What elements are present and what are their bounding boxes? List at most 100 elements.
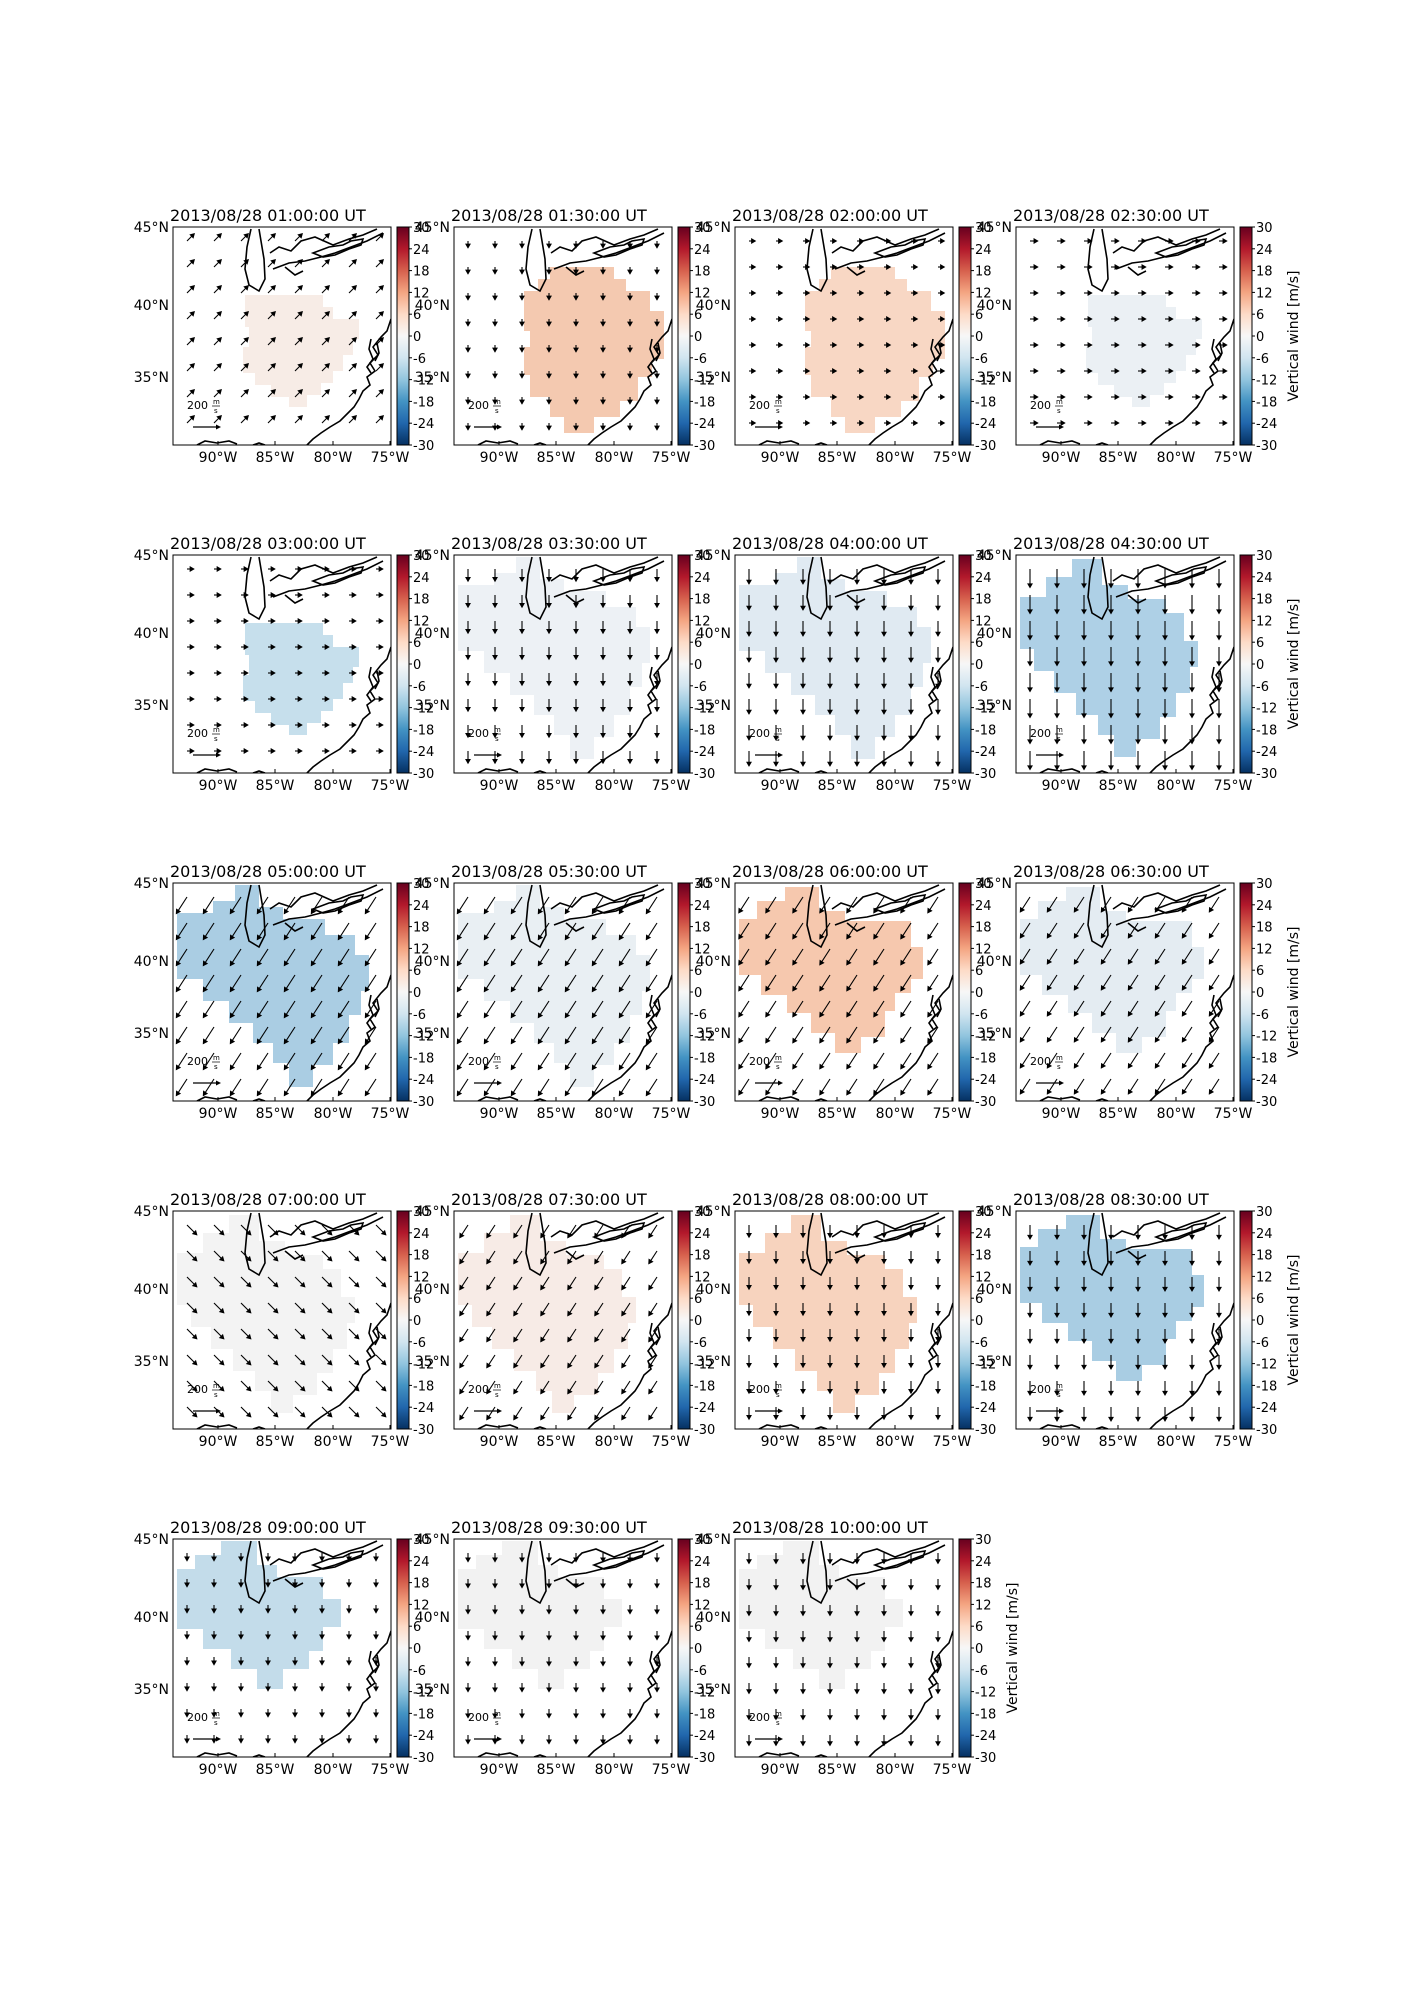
svg-text:m: m xyxy=(213,398,220,406)
longitude-tick-label: 90°W xyxy=(480,1434,519,1450)
panel-title: 2013/08/28 10:00:00 UT xyxy=(732,1518,928,1537)
coastline xyxy=(477,884,672,1101)
colorbar-tick-label: -24 xyxy=(975,1401,996,1416)
colorbar-tick-label: 0 xyxy=(975,658,983,673)
map-frame xyxy=(734,1210,954,1430)
longitude-tick-label: 85°W xyxy=(256,1106,295,1122)
vertical-wind-field xyxy=(458,1215,636,1413)
colorbar-tick-label: -30 xyxy=(1256,1095,1277,1110)
longitude-tick-label: 90°W xyxy=(761,1762,800,1778)
latitude-tick-label: 40°N xyxy=(415,298,450,314)
map-panel: 200 ms xyxy=(458,1540,672,1757)
colorbar-tick-label: -18 xyxy=(694,1707,715,1722)
longitude-tick-label: 75°W xyxy=(371,450,410,466)
colorbar xyxy=(1239,882,1253,1102)
longitude-tick-label: 80°W xyxy=(876,1106,915,1122)
longitude-tick-label: 85°W xyxy=(818,1106,857,1122)
colorbar-tick-label: -30 xyxy=(1256,767,1277,782)
longitude-tick-label: 90°W xyxy=(480,778,519,794)
latitude-tick-label: 40°N xyxy=(977,298,1012,314)
colorbar-tick-label: -6 xyxy=(694,680,707,695)
colorbar-tick-label: 30 xyxy=(694,549,711,564)
longitude-tick-label: 75°W xyxy=(652,778,691,794)
vertical-wind-field xyxy=(243,623,359,735)
svg-text:s: s xyxy=(776,1391,780,1399)
colorbar-tick-label: 0 xyxy=(975,1314,983,1329)
colorbar xyxy=(677,226,691,446)
colorbar-tick-label: -24 xyxy=(1256,745,1277,760)
panel-title: 2013/08/28 01:30:00 UT xyxy=(451,206,647,225)
svg-text:m: m xyxy=(775,726,782,734)
colorbar-tick-label: 30 xyxy=(975,549,992,564)
svg-text:s: s xyxy=(214,1719,218,1727)
svg-text:m: m xyxy=(494,398,501,406)
colorbar-label: Vertical wind [m/s] xyxy=(1005,1583,1021,1714)
map-panel: 200 ms xyxy=(739,1540,953,1757)
colorbar-tick-label: 18 xyxy=(694,265,711,280)
colorbar-tick-label: 12 xyxy=(975,942,992,957)
colorbar-tick-label: 12 xyxy=(1256,1270,1273,1285)
map-frame xyxy=(734,226,954,446)
colorbar-tick-label: -6 xyxy=(413,680,426,695)
longitude-tick-label: 75°W xyxy=(371,1762,410,1778)
colorbar-tick-label: 24 xyxy=(1256,1227,1273,1242)
colorbar-tick-label: -6 xyxy=(975,1336,988,1351)
coastline xyxy=(758,1212,953,1429)
colorbar-tick-label: -6 xyxy=(1256,680,1269,695)
map-frame xyxy=(172,1210,392,1430)
colorbar-tick-label: 12 xyxy=(694,286,711,301)
latitude-tick-label: 35°N xyxy=(134,698,169,714)
latitude-tick-label: 40°N xyxy=(415,626,450,642)
latitude-tick-label: 45°N xyxy=(415,1532,450,1548)
wind-vectors xyxy=(465,569,660,765)
colorbar-tick-label: -6 xyxy=(413,1008,426,1023)
colorbar-tick-label: -6 xyxy=(1256,1336,1269,1351)
coastline xyxy=(1039,556,1234,773)
colorbar-tick-label: 6 xyxy=(1256,964,1264,979)
map-panel: 200 ms xyxy=(458,556,672,773)
longitude-tick-label: 80°W xyxy=(1157,1106,1196,1122)
colorbar-tick-label: 12 xyxy=(975,1598,992,1613)
longitude-tick-label: 80°W xyxy=(1157,778,1196,794)
svg-text:s: s xyxy=(495,1063,499,1071)
longitude-tick-label: 80°W xyxy=(876,450,915,466)
longitude-tick-label: 90°W xyxy=(1042,450,1081,466)
colorbar-tick-label: -18 xyxy=(975,1707,996,1722)
colorbar-tick-label: 30 xyxy=(694,221,711,236)
colorbar-tick-label: 30 xyxy=(694,877,711,892)
colorbar-tick-label: 6 xyxy=(694,308,702,323)
svg-text:s: s xyxy=(776,1063,780,1071)
coastline xyxy=(758,884,953,1101)
wind-vectors xyxy=(1030,238,1228,426)
scale-value: 200 xyxy=(187,1711,208,1724)
coastline xyxy=(758,1540,953,1757)
longitude-tick-label: 80°W xyxy=(595,1106,634,1122)
latitude-tick-label: 35°N xyxy=(977,698,1012,714)
colorbar-tick-label: 0 xyxy=(694,1642,702,1657)
colorbar-tick-label: -24 xyxy=(413,1401,434,1416)
colorbar-tick-label: -24 xyxy=(413,1073,434,1088)
latitude-tick-label: 35°N xyxy=(134,1026,169,1042)
latitude-tick-label: 35°N xyxy=(415,698,450,714)
svg-text:s: s xyxy=(1057,407,1061,415)
colorbar-tick-label: 0 xyxy=(694,1314,702,1329)
longitude-tick-label: 90°W xyxy=(199,1762,238,1778)
colorbar-tick-label: -6 xyxy=(694,352,707,367)
vertical-wind-field xyxy=(458,885,650,1087)
panel-title: 2013/08/28 09:00:00 UT xyxy=(170,1518,366,1537)
colorbar-tick-label: 30 xyxy=(975,877,992,892)
colorbar-tick-label: 6 xyxy=(694,1292,702,1307)
wind-vectors xyxy=(749,238,946,426)
panel-title: 2013/08/28 02:00:00 UT xyxy=(732,206,928,225)
svg-text:m: m xyxy=(1056,1382,1063,1390)
latitude-tick-label: 40°N xyxy=(134,298,169,314)
map-frame xyxy=(734,554,954,774)
scale-value: 200 xyxy=(749,727,770,740)
vertical-wind-field xyxy=(177,1541,341,1689)
svg-text:s: s xyxy=(214,407,218,415)
colorbar-tick-label: -24 xyxy=(694,1729,715,1744)
colorbar-tick-label: -24 xyxy=(975,1729,996,1744)
colorbar-tick-label: 18 xyxy=(975,1577,992,1592)
latitude-tick-label: 40°N xyxy=(696,954,731,970)
scale-value: 200 xyxy=(468,1711,489,1724)
